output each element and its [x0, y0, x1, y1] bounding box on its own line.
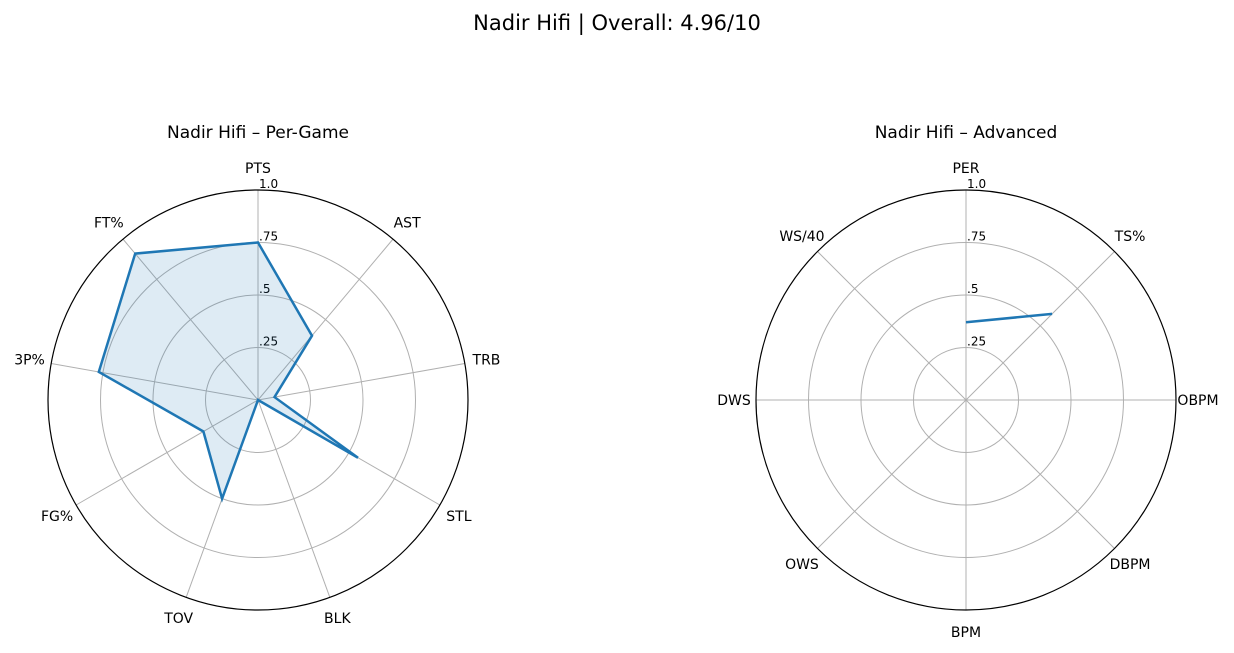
radial-tick-label: .5	[967, 282, 978, 296]
chart-title-advanced: Nadir Hifi – Advanced	[875, 123, 1058, 143]
radial-tick-label: .5	[259, 282, 270, 296]
radial-tick-label: 1.0	[967, 177, 986, 191]
category-label-ows: OWS	[785, 557, 819, 573]
category-label-3p-pct: 3P%	[14, 353, 45, 369]
series-segment	[965, 312, 1053, 324]
series-line	[97, 241, 359, 503]
spoke-3p-pct	[51, 363, 259, 401]
spoke-ast	[257, 238, 394, 401]
spoke-trb	[257, 363, 465, 401]
radial-tick-label: .75	[967, 230, 986, 244]
category-label-ft-pct: FT%	[94, 215, 124, 231]
figure-suptitle: Nadir Hifi | Overall: 4.96/10	[473, 11, 761, 36]
category-label-per: PER	[952, 161, 979, 177]
radial-tick-label: .75	[259, 230, 278, 244]
radial-tick-label: .25	[967, 335, 986, 349]
category-label-tov: TOV	[163, 611, 193, 627]
polar-frame	[47, 189, 469, 611]
category-label-obpm: OBPM	[1177, 393, 1218, 409]
spoke-fg-pct	[75, 399, 259, 506]
spoke-ts-pct	[965, 251, 1115, 401]
category-label-fg-pct: FG%	[41, 509, 73, 525]
radial-tick-label: .25	[259, 335, 278, 349]
category-label-ast: AST	[394, 215, 421, 231]
spoke-ows	[817, 399, 967, 549]
spoke-blk	[257, 399, 331, 598]
chart-title-per-game: Nadir Hifi – Per-Game	[167, 123, 349, 143]
spoke-ws-40	[817, 251, 967, 401]
spoke-dbpm	[965, 399, 1115, 549]
category-label-pts: PTS	[245, 161, 271, 177]
category-label-bpm: BPM	[951, 625, 981, 641]
category-label-ws-40: WS/40	[779, 229, 824, 245]
series-area	[98, 242, 359, 499]
radial-tick-label: 1.0	[259, 177, 278, 191]
category-label-stl: STL	[446, 509, 471, 525]
category-label-dws: DWS	[717, 393, 751, 409]
category-label-ts-pct: TS%	[1114, 229, 1146, 245]
category-label-blk: BLK	[324, 611, 351, 627]
category-label-trb: TRB	[472, 353, 501, 369]
polar-frame	[755, 189, 1177, 611]
spoke-ft-pct	[122, 238, 259, 401]
category-label-dbpm: DBPM	[1110, 557, 1151, 573]
